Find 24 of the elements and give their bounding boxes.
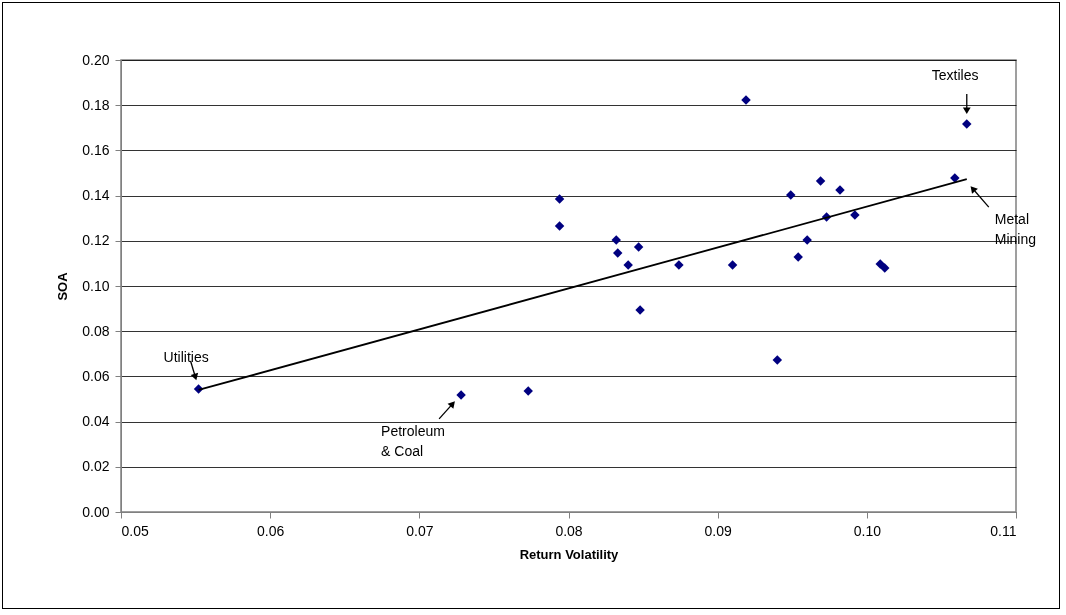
x-tick-label: 0.06 <box>257 522 285 539</box>
x-tick-label: 0.09 <box>704 522 732 539</box>
x-tick-label: 0.10 <box>853 522 882 539</box>
y-tick-label: 0.18 <box>82 96 110 113</box>
y-tick-label: 0.14 <box>82 187 110 204</box>
y-tick-label: 0.20 <box>82 51 110 68</box>
annotation: Utilities <box>163 349 209 366</box>
y-axis-title: SOA <box>55 271 71 301</box>
annotation: Petroleum & Coal <box>381 422 445 459</box>
y-tick-label: 0.12 <box>82 232 110 249</box>
x-tick-label: 0.05 <box>121 522 149 539</box>
y-tick-label: 0.00 <box>82 503 110 520</box>
y-tick-label: 0.16 <box>82 141 110 158</box>
x-tick-label: 0.08 <box>555 522 583 539</box>
annotation: Textiles <box>931 66 979 83</box>
annotation: Metal Mining <box>994 211 1037 248</box>
y-tick-label: 0.10 <box>82 277 110 294</box>
x-tick-label: 0.11 <box>990 522 1017 539</box>
y-tick-label: 0.04 <box>82 413 110 430</box>
y-tick-label: 0.06 <box>82 367 110 384</box>
x-tick-label: 0.07 <box>406 522 434 539</box>
y-tick-label: 0.08 <box>82 322 110 339</box>
x-axis-title: Return Volatility <box>519 546 620 562</box>
y-tick-label: 0.02 <box>82 458 110 475</box>
